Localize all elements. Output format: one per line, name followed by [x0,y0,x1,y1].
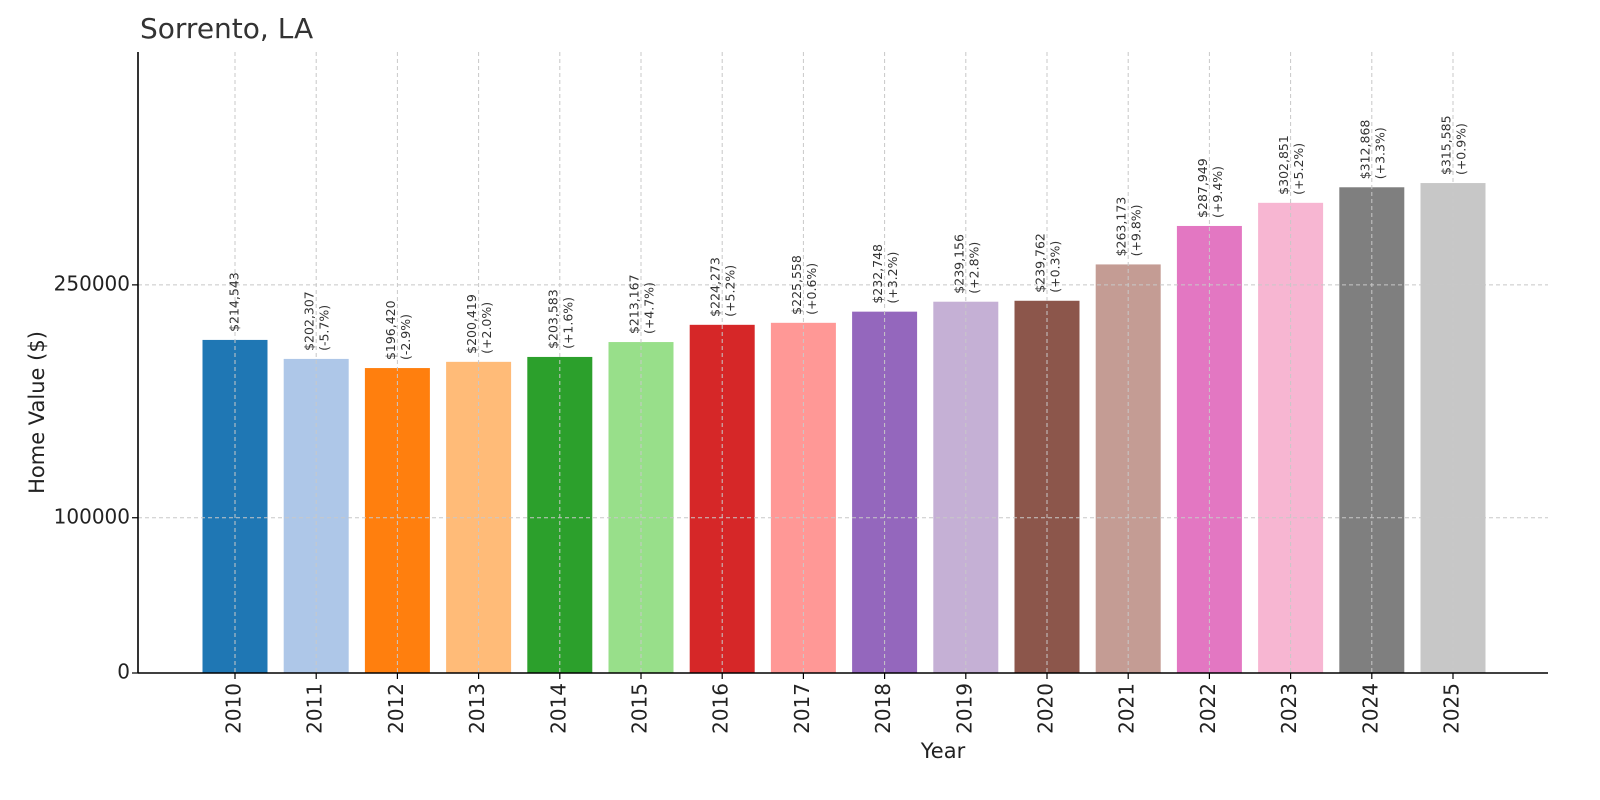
data-labels-layer: $214,543 $202,307 (-5.7%) $196,420 (-2.9%) $2… [227,115,1469,360]
x-tick-label-2013: 2013 [465,683,489,734]
value-label-2019: $239,156 [951,234,966,294]
chart-title: Sorrento, LA [140,12,314,45]
x-tick-label-2022: 2022 [1196,683,1220,734]
value-label-2012: $196,420 [383,300,398,360]
x-tick-label-2019: 2019 [952,683,976,734]
change-label-2025: (+0.9%) [1454,123,1469,175]
value-label-2011: $202,307 [302,291,317,351]
axes-layer: 0 100000 250000 2010 2011 2012 2013 2014 2015 201… [54,52,1548,734]
value-label-2016: $224,273 [708,257,723,317]
bars-layer [202,183,1486,674]
x-tick-label-2018: 2018 [871,683,895,734]
value-label-2022: $287,949 [1195,158,1210,218]
value-label-2017: $225,558 [789,255,804,315]
x-tick-label-2024: 2024 [1358,683,1382,734]
value-label-2010: $214,543 [227,272,242,332]
x-tick-label-2012: 2012 [384,683,408,734]
value-label-2013: $200,419 [464,294,479,354]
value-label-2018: $232,748 [870,244,885,304]
x-tick-label-2011: 2011 [303,683,327,734]
bar-2018 [852,311,918,673]
value-label-2025: $315,585 [1439,115,1454,175]
change-label-2012: (-2.9%) [398,314,413,360]
x-tick-label-2014: 2014 [546,683,570,734]
change-label-2020: (+0.3%) [1048,241,1063,293]
change-label-2013: (+2.0%) [479,302,494,354]
change-label-2018: (+3.2%) [885,252,900,304]
change-label-2021: (+9.8%) [1129,204,1144,256]
x-axis-title: Year [920,739,966,763]
change-label-2016: (+5.2%) [723,265,738,317]
y-tick-label: 250000 [54,271,130,295]
x-tick-label-2025: 2025 [1440,683,1464,734]
value-label-2024: $312,868 [1357,120,1372,180]
x-tick-label-2021: 2021 [1115,683,1139,734]
change-label-2015: (+4.7%) [642,282,657,334]
value-label-2021: $263,173 [1114,197,1129,257]
y-axis-title: Home Value ($) [25,331,49,494]
x-tick-label-2016: 2016 [709,683,733,734]
change-label-2019: (+2.8%) [966,242,981,294]
y-tick-label: 0 [117,660,130,684]
y-tick-label: 100000 [54,504,130,528]
change-label-2022: (+9.4%) [1210,166,1225,218]
x-tick-label-2010: 2010 [222,683,246,734]
change-label-2024: (+3.3%) [1372,127,1387,179]
value-label-2014: $203,583 [545,289,560,349]
x-tick-label-2015: 2015 [628,683,652,734]
grid-layer [138,52,1548,673]
value-label-2020: $239,762 [1033,233,1048,293]
x-tick-label-2023: 2023 [1277,683,1301,734]
change-label-2017: (+0.6%) [804,263,819,315]
change-label-2023: (+5.2%) [1291,143,1306,195]
value-label-2015: $213,167 [627,274,642,334]
change-label-2011: (-5.7%) [317,305,332,351]
x-tick-label-2017: 2017 [790,683,814,734]
value-label-2023: $302,851 [1276,135,1291,195]
change-label-2014: (+1.6%) [560,297,575,349]
x-tick-label-2020: 2020 [1034,683,1058,734]
